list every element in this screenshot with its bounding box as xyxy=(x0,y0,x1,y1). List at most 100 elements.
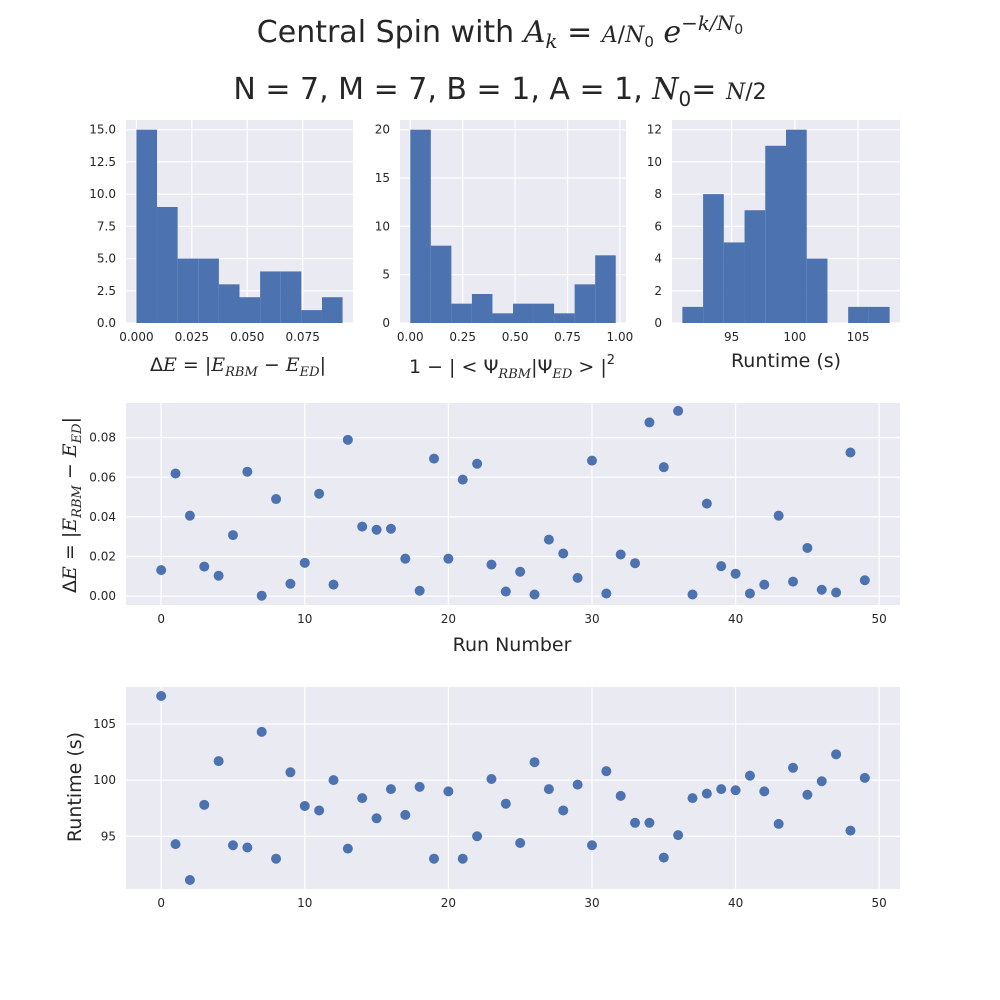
scatter-delta-e-point xyxy=(213,570,224,581)
hist-infidelity-xlabel: 1 − | < ΨRBM|ΨED > |2 xyxy=(409,353,615,382)
scatter-runtime-point xyxy=(687,793,698,804)
hist-infidelity-xtick-label: 0.75 xyxy=(554,330,581,344)
hist-runtime-bar xyxy=(806,258,828,323)
hist-delta-e-bar xyxy=(218,284,240,323)
hist-delta-e-xtick-label: 0.000 xyxy=(119,330,153,344)
scatter-delta-e-plot-area xyxy=(126,403,900,605)
scatter-delta-e-point xyxy=(572,572,583,583)
scatter-delta-e-point xyxy=(472,458,483,469)
scatter-runtime-point xyxy=(271,853,282,864)
hist-delta-e-ytick-label: 10.0 xyxy=(89,187,116,201)
scatter-runtime-point xyxy=(314,805,325,816)
hist-infidelity-ytick-label: 15 xyxy=(375,171,390,185)
scatter-runtime-point xyxy=(385,784,396,795)
hist-infidelity-bar xyxy=(430,245,452,323)
scatter-runtime-point xyxy=(859,772,870,783)
scatter-runtime-xtick-label: 0 xyxy=(157,896,165,910)
scatter-runtime-point xyxy=(845,825,856,836)
scatter-delta-e-point xyxy=(773,510,784,521)
hist-infidelity-bar xyxy=(471,294,493,323)
scatter-delta-e-point xyxy=(242,466,253,477)
scatter-runtime-point xyxy=(572,779,583,790)
hist-runtime-ytick-label: 0 xyxy=(654,316,662,330)
figure-title-line1: Central Spin with Ak = A/N0 e−k/N0 xyxy=(257,11,743,53)
scatter-runtime-point xyxy=(414,781,425,792)
scatter-runtime-point xyxy=(357,793,368,804)
scatter-delta-e-point xyxy=(859,575,870,586)
hist-runtime-xtick-label: 95 xyxy=(724,330,739,344)
scatter-runtime-point xyxy=(615,790,626,801)
hist-runtime-panel: 95 100 105 0 2 4 6 8 10 12 xyxy=(647,120,900,344)
scatter-runtime-point xyxy=(673,830,684,841)
scatter-delta-e-point xyxy=(357,521,368,532)
hist-delta-e-xtick-label: 0.075 xyxy=(285,330,319,344)
scatter-delta-e-xtick-label: 10 xyxy=(297,612,312,626)
scatter-delta-e-ytick-label: 0.02 xyxy=(89,549,116,563)
scatter-delta-e-point xyxy=(328,579,339,590)
scatter-delta-e-xtick-label: 30 xyxy=(584,612,599,626)
scatter-runtime-xtick-label: 10 xyxy=(297,896,312,910)
hist-runtime-ytick-label: 10 xyxy=(647,155,662,169)
hist-delta-e-bar xyxy=(136,129,158,323)
scatter-delta-e-point xyxy=(701,498,712,509)
hist-delta-e-bar xyxy=(321,297,343,323)
scatter-runtime-point xyxy=(285,767,296,778)
scatter-delta-e-point xyxy=(170,468,181,479)
scatter-runtime-point xyxy=(500,798,511,809)
hist-runtime-ytick-label: 12 xyxy=(647,123,662,137)
scatter-runtime-point xyxy=(299,800,310,811)
hist-infidelity-xtick-label: 0.25 xyxy=(449,330,476,344)
hist-infidelity-bar xyxy=(492,313,513,323)
hist-runtime-bar xyxy=(868,306,890,323)
scatter-runtime-point xyxy=(543,784,554,795)
scatter-delta-e-point xyxy=(630,558,641,569)
scatter-delta-e-point xyxy=(759,579,770,590)
scatter-delta-e-xlabel: Run Number xyxy=(453,634,572,656)
scatter-runtime-point xyxy=(529,757,540,768)
scatter-delta-e-xtick-label: 40 xyxy=(728,612,743,626)
scatter-runtime-point xyxy=(515,837,526,848)
scatter-runtime-point xyxy=(213,756,224,767)
hist-delta-e-xtick-label: 0.025 xyxy=(175,330,209,344)
scatter-runtime-point xyxy=(170,839,181,850)
scatter-runtime-xtick-label: 40 xyxy=(728,896,743,910)
hist-delta-e-ytick-label: 0.0 xyxy=(97,316,116,330)
scatter-runtime-point xyxy=(658,852,669,863)
hist-runtime-bar xyxy=(786,129,807,323)
scatter-runtime-point xyxy=(601,766,612,777)
hist-delta-e-bar xyxy=(198,258,219,323)
scatter-runtime-plot-area xyxy=(126,687,900,889)
hist-infidelity-xtick-label: 0.00 xyxy=(397,330,424,344)
hist-delta-e-panel: 0.000 0.025 0.050 0.075 0.0 2.5 5.0 7.5 10.0 12.5… xyxy=(89,120,353,344)
scatter-delta-e-point xyxy=(831,587,842,598)
hist-delta-e-bar xyxy=(260,271,281,323)
scatter-delta-e-point xyxy=(816,584,827,595)
hist-delta-e-ytick-label: 2.5 xyxy=(97,284,116,298)
scatter-runtime-xtick-label: 20 xyxy=(441,896,456,910)
scatter-delta-e-point xyxy=(429,453,440,464)
scatter-delta-e-point xyxy=(227,530,238,541)
hist-runtime-bar xyxy=(848,306,869,323)
scatter-runtime-point xyxy=(831,749,842,760)
hist-infidelity-xtick-label: 0.50 xyxy=(502,330,529,344)
scatter-runtime-ytick-label: 100 xyxy=(93,773,116,787)
scatter-delta-e-point xyxy=(414,585,425,596)
hist-infidelity-ytick-label: 0 xyxy=(382,316,390,330)
scatter-runtime-point xyxy=(630,817,641,828)
hist-runtime-ytick-label: 2 xyxy=(654,284,662,298)
scatter-runtime-point xyxy=(227,840,238,851)
scatter-delta-e-xtick-label: 0 xyxy=(157,612,165,626)
hist-runtime-bar xyxy=(682,306,704,323)
hist-infidelity-bar xyxy=(410,129,431,323)
scatter-delta-e-ytick-label: 0.04 xyxy=(89,510,116,524)
figure-title-line1-text: Central Spin with xyxy=(257,15,524,50)
hist-infidelity-bar xyxy=(533,303,555,323)
scatter-delta-e-point xyxy=(658,462,669,473)
scatter-delta-e-ylabel: ΔE = |ERBM − EED| xyxy=(59,417,85,593)
hist-delta-e-xlabel: ΔE = |ERBM − EED| xyxy=(150,354,326,380)
scatter-runtime-ylabel: Runtime (s) xyxy=(64,732,86,842)
scatter-delta-e-point xyxy=(457,474,468,485)
hist-runtime-bar xyxy=(723,242,745,323)
scatter-runtime-point xyxy=(744,770,755,781)
scatter-runtime-point xyxy=(486,774,497,785)
